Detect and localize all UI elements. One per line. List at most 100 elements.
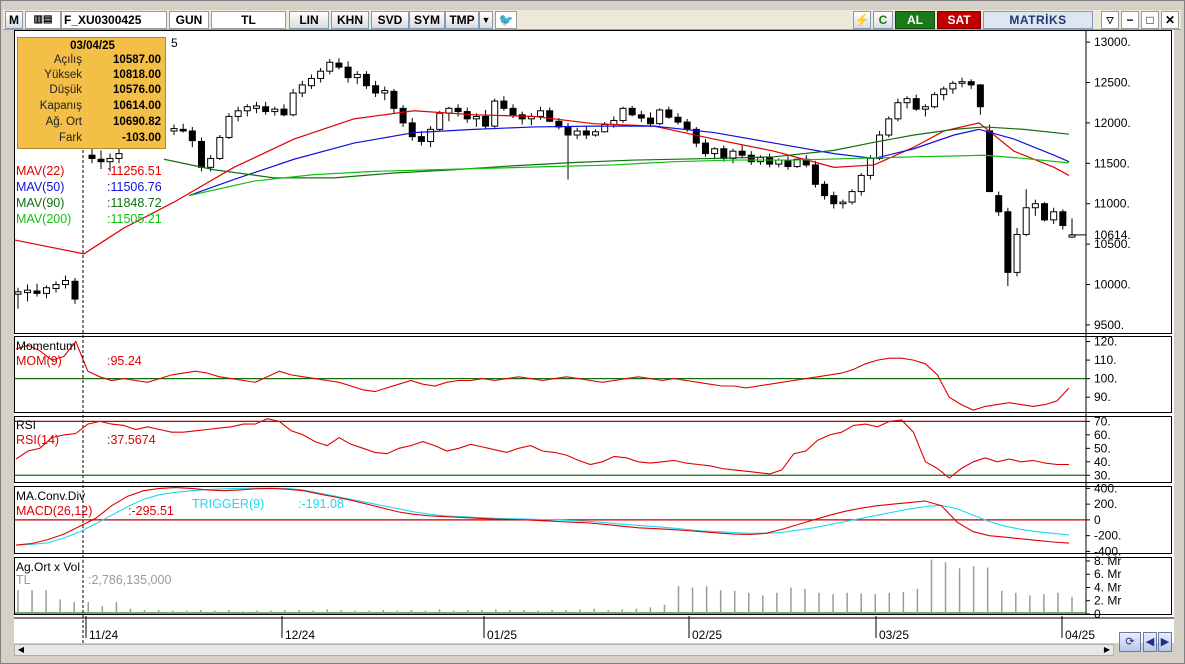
- x-axis-label: 02/25: [692, 628, 722, 642]
- x-axis-label: 04/25: [1065, 628, 1095, 642]
- candle: [628, 107, 636, 116]
- symbol-field[interactable]: F_XU0300425: [61, 11, 167, 29]
- rsi-line: [15, 418, 1069, 479]
- candle: [931, 94, 939, 108]
- x-axis-label: 01/25: [487, 628, 517, 642]
- candle: [33, 290, 41, 294]
- volume-tick-label: 8. Mr: [1094, 554, 1121, 568]
- period-button[interactable]: GUN: [169, 11, 209, 29]
- info-row-open: Açılış 10587.00: [53, 54, 161, 66]
- svd-button[interactable]: SVD: [371, 11, 409, 29]
- candle: [381, 90, 389, 94]
- candle: [62, 279, 69, 286]
- candle: [43, 287, 50, 294]
- macd-line: [15, 487, 1070, 546]
- chart-canvas[interactable]: MAV(22):11256.51 MAV(50):11506.76 MAV(90):…: [14, 30, 1174, 643]
- volume-value: :2,786,135,000: [88, 573, 171, 587]
- momentum-title: Momentum: [16, 339, 76, 353]
- ma-label-3: MAV(200): [16, 212, 71, 226]
- ma50-line: [188, 125, 1070, 197]
- volume-tick-label: 0: [1094, 607, 1101, 621]
- candle: [390, 90, 398, 109]
- sell-button[interactable]: SAT: [937, 11, 981, 29]
- scroll-left-icon[interactable]: ◀: [17, 645, 25, 654]
- price-tick-label: 9500.: [1094, 318, 1124, 332]
- candle: [52, 284, 60, 290]
- macd-tick-label: -200.: [1094, 529, 1121, 543]
- candle: [747, 154, 755, 163]
- candle: [252, 105, 260, 109]
- candle: [188, 130, 196, 142]
- momentum-tick-label: 110.: [1094, 353, 1116, 367]
- tmp-button[interactable]: TMP: [445, 11, 479, 29]
- trigger-line: [15, 487, 1070, 546]
- candle: [830, 195, 838, 205]
- buy-button[interactable]: AL: [895, 11, 935, 29]
- rsi-value: :37.5674: [107, 433, 156, 447]
- candle: [179, 128, 187, 132]
- candle: [97, 158, 105, 163]
- chart-area[interactable]: MAV(22):11256.51 MAV(50):11506.76 MAV(90):…: [14, 30, 1174, 643]
- candle: [619, 107, 627, 121]
- ma-value-2: :11848.72: [107, 196, 162, 210]
- candle: [1004, 211, 1012, 273]
- candle: [225, 115, 233, 138]
- candle: [500, 100, 508, 109]
- close-icon[interactable]: ✕: [1161, 11, 1179, 29]
- candle: [1059, 211, 1067, 227]
- rsi-title: RSI: [16, 418, 36, 432]
- candle: [986, 130, 994, 193]
- price-tick-label: 10500.: [1094, 237, 1131, 251]
- candle: [1050, 211, 1058, 221]
- candle: [564, 126, 572, 136]
- twitter-icon[interactable]: 🐦: [495, 11, 517, 29]
- candle: [207, 157, 215, 168]
- nav-left-icon[interactable]: ◀: [1143, 632, 1157, 652]
- candle: [894, 102, 902, 120]
- candle: [24, 289, 31, 294]
- refresh-icon[interactable]: C: [873, 11, 893, 29]
- candle: [940, 88, 948, 96]
- price-tick-label: 13000.: [1094, 35, 1131, 49]
- collapse-icon[interactable]: ▽: [1101, 11, 1119, 29]
- candle: [793, 158, 801, 168]
- candle: [1041, 203, 1049, 221]
- info-row-avg: Ağ. Ort 10690.82: [45, 116, 161, 128]
- maximize-icon[interactable]: □: [1141, 11, 1159, 29]
- candle: [454, 107, 462, 113]
- ma-label-2: MAV(90): [16, 196, 64, 210]
- currency-button[interactable]: TL: [211, 11, 286, 29]
- scroll-right-icon[interactable]: ▶: [1103, 645, 1111, 654]
- candle: [353, 73, 361, 79]
- chart-type-icon[interactable]: ▥▤: [25, 11, 61, 29]
- sync-icon[interactable]: ⟳: [1119, 632, 1141, 652]
- candle: [738, 150, 746, 156]
- candle: [280, 108, 288, 116]
- momentum-label: MOM(9): [16, 354, 62, 368]
- horizontal-scrollbar[interactable]: ◀ ▶: [14, 644, 1114, 656]
- macd-label: MACD(26,12): [16, 504, 92, 518]
- khn-button[interactable]: KHN: [331, 11, 369, 29]
- candle: [784, 159, 792, 168]
- minimize-icon[interactable]: −: [1121, 11, 1139, 29]
- candle: [335, 62, 343, 68]
- candle: [372, 85, 380, 94]
- candle: [262, 106, 270, 113]
- momentum-tick-label: 120.: [1094, 335, 1117, 349]
- candle: [408, 122, 416, 138]
- candle: [307, 77, 315, 87]
- dropdown-arrow-icon[interactable]: ▼: [479, 11, 493, 29]
- candle: [234, 110, 242, 117]
- candle: [463, 111, 471, 120]
- candle: [317, 70, 325, 79]
- scale-button[interactable]: LIN: [289, 11, 329, 29]
- candle: [949, 82, 957, 90]
- sym-button[interactable]: SYM: [409, 11, 445, 29]
- candle: [573, 130, 581, 136]
- nav-right-icon[interactable]: ▶: [1158, 632, 1172, 652]
- lightning-icon[interactable]: ⚡: [853, 11, 871, 29]
- info-row-close: Kapanış 10614.00: [39, 100, 161, 112]
- menu-button[interactable]: M: [5, 11, 23, 29]
- macd-tick-label: 0: [1094, 513, 1101, 527]
